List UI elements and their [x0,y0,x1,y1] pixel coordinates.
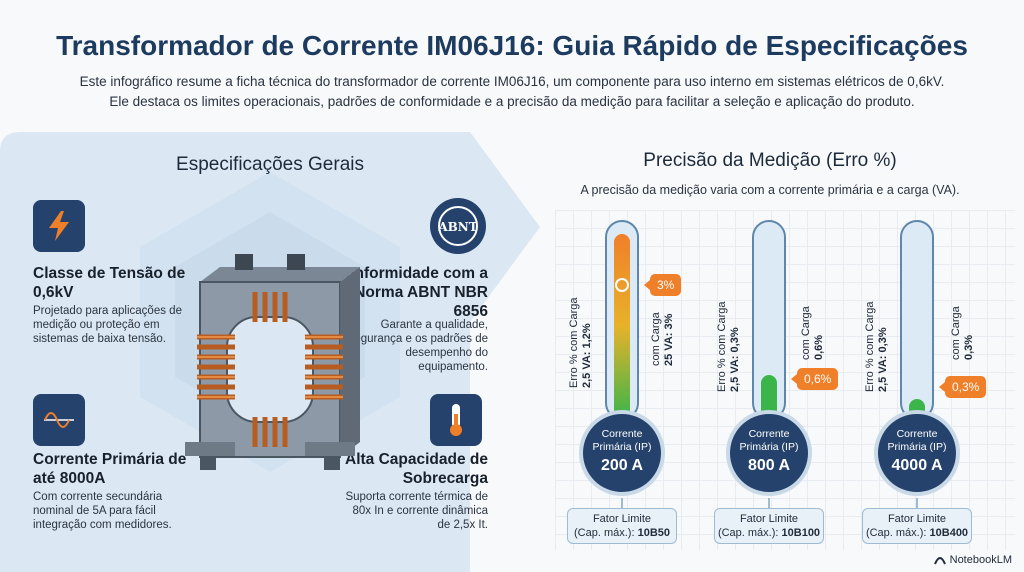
feature-overload-title: Alta Capacidade de Sobrecarga [345,451,488,487]
page-title: Transformador de Corrente IM06J16: Guia … [56,30,968,61]
svg-text:ABNT: ABNT [437,220,477,234]
thermometer-tube [900,220,934,420]
feature-overload-text: Suporta corrente térmica de 80x In e cor… [345,491,488,531]
error-label-25va: com Carga 0,6% [800,306,825,360]
connector [916,498,918,510]
error-label-2-5va: Erro % com Carga 2,5 VA: 0,3% [864,301,889,392]
notebooklm-logo-icon [933,557,946,565]
thermometer-icon [430,394,482,446]
connector [621,498,623,510]
feature-abnt-title: Conformidade com a Norma ABNT NBR 6856 [333,265,488,320]
current-bulb: Corrente Primária (IP) 800 A [726,410,812,496]
error-label-2-5va: Erro % com Carga 2,5 VA: 1,2% [568,297,593,388]
feature-current-title: Corrente Primária de até 8000A [33,451,187,487]
bulb-value: 4000 A [891,457,943,474]
abnt-seal-graphic: ABNT [437,206,478,246]
level-marker [615,278,629,292]
general-specs-title: Especificações Gerais [176,154,364,175]
intro-line-1: Este infográfico resume a ficha técnica … [79,74,945,89]
credit-label: NotebookLM [933,554,1012,566]
precision-subtitle: A precisão da medição varia com a corren… [580,183,960,197]
feature-current-text: Com corrente secundária nominal de 5A pa… [33,491,172,531]
bulb-label: Corrente Primária (IP) [887,428,947,453]
bulb-value: 200 A [600,457,644,474]
error-level-fill [614,234,630,418]
intro-text: Este infográfico resume a ficha técnica … [30,72,994,112]
feature-voltage-text: Projetado para aplicações de medição ou … [33,305,182,345]
credit-text: NotebookLM [949,554,1012,566]
transformer-illustration [185,254,360,470]
error-badge: 0,3% [938,376,987,398]
fator-limite-box: Fator Limite (Cap. máx.): 10B100 [714,508,824,544]
abnt-logo-icon: ABNT [430,198,486,254]
error-label-25va: com Carga 25 VA: 3% [650,312,675,366]
error-label-2-5va: Erro % com Carga 2,5 VA: 0,3% [716,301,741,392]
fator-limite-box: Fator Limite (Cap. máx.): 10B400 [862,508,972,544]
feature-abnt-text: Garante a qualidade, segurança e os padr… [348,319,488,373]
bulb-label: Corrente Primária (IP) [739,428,799,453]
general-specs-panel: Especificações Gerais Classe de Tensão d… [0,132,545,572]
intro-line-2: Ele destaca os limites operacionais, pad… [109,94,915,109]
error-label-25va: com Carga 0,3% [950,306,975,360]
bulb-label: Corrente Primária (IP) [592,428,652,453]
error-level-fill [761,375,777,418]
current-bulb: Corrente Primária (IP) 200 A [579,410,665,496]
error-badge: 3% [643,274,682,296]
current-bulb: Corrente Primária (IP) 4000 A [874,410,960,496]
error-badge: 0,6% [790,368,839,390]
fator-limite-box: Fator Limite (Cap. máx.): 10B50 [567,508,677,544]
bulb-value: 800 A [747,457,791,474]
connector [768,498,770,510]
lightning-icon [33,200,85,252]
waveform-icon [33,394,85,446]
precision-title: Precisão da Medição (Erro %) [643,150,897,171]
feature-voltage-title: Classe de Tensão de 0,6kV [33,265,186,301]
